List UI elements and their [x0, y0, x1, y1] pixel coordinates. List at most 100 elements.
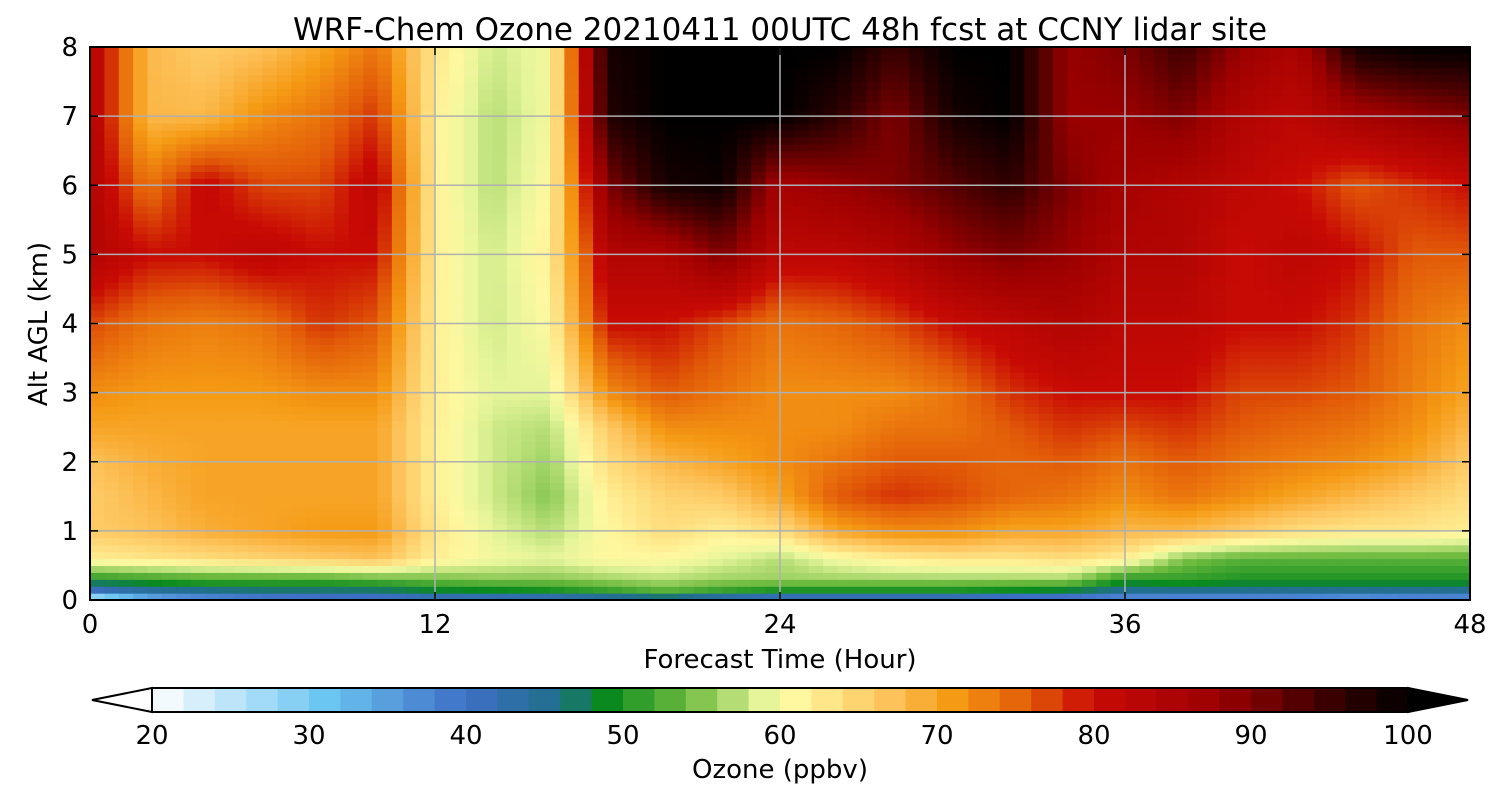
heatmap-cell [492, 489, 508, 497]
heatmap-cell [765, 247, 781, 255]
heatmap-cell [262, 288, 278, 297]
heatmap-cell [449, 67, 465, 76]
heatmap-cell [909, 282, 925, 290]
heatmap-cell [406, 551, 422, 560]
heatmap-cell [636, 123, 652, 131]
heatmap-cell [420, 157, 436, 166]
heatmap-cell [291, 510, 307, 518]
heatmap-cell [420, 275, 436, 283]
heatmap-cell [262, 95, 278, 103]
heatmap-cell [578, 530, 594, 539]
heatmap-cell [837, 150, 853, 159]
heatmap-cell [966, 503, 982, 511]
heatmap-cell [205, 247, 220, 255]
heatmap-cell [190, 247, 206, 255]
heatmap-cell [233, 47, 249, 55]
heatmap-cell [722, 47, 738, 55]
heatmap-cell [736, 399, 752, 408]
heatmap-cell [621, 254, 637, 262]
heatmap-cell [722, 129, 738, 138]
heatmap-cell [981, 420, 997, 428]
heatmap-cell [506, 544, 522, 553]
heatmap-cell [506, 295, 522, 304]
heatmap-cell [478, 261, 494, 269]
heatmap-cell [205, 150, 220, 159]
heatmap-cell [952, 461, 968, 470]
heatmap-cell [406, 95, 422, 103]
heatmap-cell [391, 226, 407, 235]
heatmap-cell [909, 295, 925, 304]
heatmap-cell [722, 53, 738, 62]
heatmap-cell [205, 95, 220, 103]
heatmap-cell [952, 579, 968, 587]
heatmap-cell [391, 413, 407, 421]
heatmap-cell [952, 371, 968, 380]
heatmap-cell [593, 510, 609, 518]
heatmap-cell [650, 420, 666, 428]
heatmap-cell [679, 102, 695, 110]
heatmap-cell [262, 261, 278, 269]
heatmap-cell [435, 551, 450, 560]
heatmap-cell [535, 523, 551, 532]
heatmap-cell [478, 102, 494, 110]
heatmap-cell [693, 129, 709, 138]
heatmap-cell [449, 434, 465, 442]
heatmap-cell [320, 302, 335, 311]
heatmap-cell [535, 157, 551, 166]
heatmap-cell [909, 171, 925, 179]
heatmap-cell [147, 551, 163, 560]
heatmap-cell [708, 226, 724, 235]
heatmap-cell [722, 60, 738, 69]
heatmap-cell [276, 212, 292, 221]
heatmap-cell [90, 309, 105, 318]
heatmap-cell [535, 586, 551, 594]
heatmap-cell [363, 178, 379, 186]
heatmap-cell [823, 261, 839, 269]
heatmap-cell [435, 316, 450, 325]
heatmap-cell [966, 295, 982, 304]
heatmap-cell [765, 551, 781, 560]
heatmap-cell [205, 164, 220, 173]
heatmap-cell [578, 116, 594, 124]
heatmap-cell [966, 489, 982, 497]
heatmap-cell [205, 420, 220, 428]
heatmap-cell [665, 95, 680, 103]
heatmap-cell [765, 371, 781, 380]
heatmap-cell [851, 530, 867, 539]
heatmap-cell [377, 544, 393, 553]
heatmap-cell [377, 413, 393, 421]
heatmap-cell [449, 406, 465, 414]
heatmap-cell [104, 282, 120, 290]
heatmap-cell [305, 47, 321, 55]
heatmap-cell [736, 95, 752, 103]
heatmap-cell [478, 510, 494, 518]
heatmap-cell [449, 240, 465, 249]
heatmap-cell [823, 482, 839, 490]
heatmap-cell [377, 254, 393, 262]
heatmap-cell [377, 95, 393, 103]
heatmap-cell [262, 537, 278, 546]
heatmap-cell [808, 413, 824, 421]
heatmap-cell [837, 503, 853, 511]
heatmap-cell [780, 53, 795, 62]
heatmap-cell [708, 413, 724, 421]
heatmap-cell [895, 371, 910, 380]
heatmap-cell [866, 489, 882, 497]
heatmap-cell [535, 378, 551, 387]
heatmap-cell [665, 447, 680, 456]
heatmap-cell [981, 579, 997, 587]
heatmap-cell [636, 316, 652, 325]
heatmap-cell [765, 482, 781, 490]
heatmap-cell [550, 268, 565, 276]
heatmap-cell [133, 530, 149, 539]
heatmap-cell [161, 586, 177, 594]
heatmap-cell [765, 510, 781, 518]
heatmap-cell [952, 205, 968, 214]
heatmap-cell [205, 261, 220, 269]
heatmap-cell [506, 420, 522, 428]
heatmap-cell [391, 399, 407, 408]
heatmap-cell [233, 116, 249, 124]
heatmap-cell [420, 178, 436, 186]
heatmap-cell [262, 240, 278, 249]
heatmap-cell [521, 123, 537, 131]
